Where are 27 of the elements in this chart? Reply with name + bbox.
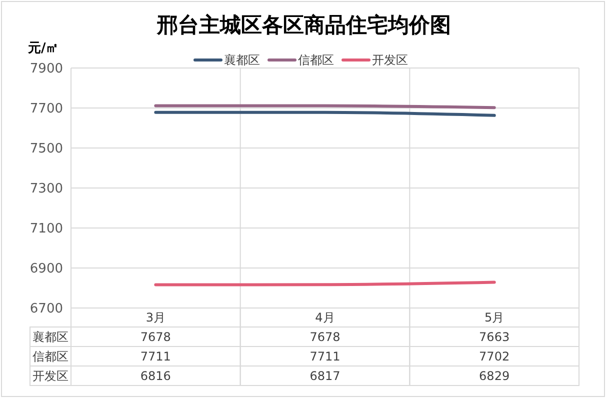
x-tick-label: 3月 (146, 310, 166, 325)
data-label: 7663 (479, 330, 510, 344)
text: 襄都区 (32, 330, 68, 344)
y-tick-label: 7100 (30, 222, 63, 237)
data-label: 7678 (140, 330, 171, 344)
data-label: 7711 (140, 349, 171, 364)
legend-label: 信都区 (298, 53, 334, 68)
y-tick-label: 7900 (30, 62, 63, 77)
x-tick-label: 5月 (484, 310, 504, 325)
text: 开发区 (32, 368, 68, 383)
y-tick-label: 7300 (30, 182, 63, 197)
y-tick-label: 6700 (30, 302, 63, 317)
y-tick-label: 7500 (30, 142, 63, 157)
x-tick-label: 4月 (315, 310, 335, 325)
chart-title: 邢台主城区各区商品住宅均价图 (156, 12, 451, 37)
data-label: 7702 (479, 349, 510, 364)
data-label: 7678 (310, 330, 340, 344)
y-tick-label: 6900 (30, 262, 63, 277)
data-label: 6816 (140, 368, 171, 383)
text: 信都区 (32, 349, 68, 364)
data-label: 6817 (310, 368, 340, 383)
legend-label: 襄都区 (224, 53, 260, 68)
y-axis-title: 元/㎡ (27, 41, 59, 56)
y-tick-label: 7700 (30, 102, 63, 117)
data-label: 6829 (479, 368, 510, 383)
legend-label: 开发区 (372, 53, 408, 68)
data-label: 7711 (310, 349, 340, 364)
